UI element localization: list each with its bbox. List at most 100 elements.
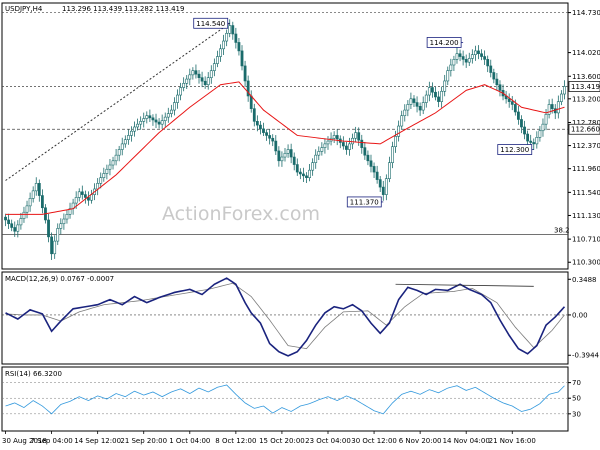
x-tick-label: 1 Oct 04:00	[169, 437, 210, 445]
candle	[480, 49, 483, 61]
rsi-panel	[1, 366, 569, 432]
macd-panel	[1, 271, 569, 365]
candle	[348, 137, 351, 156]
candle	[320, 142, 324, 156]
candle	[369, 154, 373, 173]
candle	[203, 76, 207, 89]
price-annotation: 112.300	[497, 144, 534, 155]
candle	[311, 158, 315, 176]
candle	[449, 58, 453, 77]
candle	[541, 118, 545, 137]
svg-text:111.370: 111.370	[350, 198, 379, 206]
candle	[237, 37, 241, 56]
candle	[360, 134, 364, 154]
candle	[111, 156, 115, 170]
candle	[467, 52, 471, 66]
candle	[443, 74, 447, 97]
x-tick-label: 8 Oct 12:00	[215, 437, 256, 445]
candle	[381, 180, 385, 201]
candle	[105, 164, 109, 180]
candle	[495, 72, 499, 91]
candle	[314, 149, 318, 169]
x-tick-label: 15 Oct 20:00	[259, 437, 305, 445]
candle	[265, 129, 268, 141]
x-tick-label: 14 Nov 04:00	[443, 437, 490, 445]
candle	[200, 71, 204, 88]
candle	[384, 174, 388, 201]
candle	[133, 121, 136, 137]
candle	[80, 185, 84, 200]
price-tick-label: 111.130	[572, 212, 600, 220]
candle	[335, 129, 339, 146]
level-price-label: 112.660	[571, 126, 600, 134]
candle	[31, 186, 35, 203]
candle	[372, 162, 376, 178]
candle	[191, 67, 195, 80]
svg-text:114.540: 114.540	[196, 20, 225, 28]
candle	[341, 136, 345, 150]
candle	[255, 115, 259, 132]
candle	[431, 82, 434, 98]
candle	[188, 68, 192, 86]
candle	[520, 115, 523, 134]
candle	[274, 135, 278, 155]
candle	[354, 126, 358, 142]
candle	[50, 232, 54, 260]
candle	[455, 47, 459, 64]
candle	[483, 50, 487, 65]
candle	[252, 103, 256, 127]
watermark: ActionForex.com	[162, 203, 320, 225]
candle	[366, 150, 370, 166]
macd-label: MACD(12,26,9) 0.0767 -0.0007	[5, 275, 114, 283]
candle	[259, 120, 262, 135]
candle	[185, 75, 189, 89]
candle	[409, 92, 413, 110]
candle	[434, 86, 437, 101]
candle	[492, 68, 496, 84]
candle	[151, 114, 155, 126]
candle	[209, 65, 213, 84]
x-tick-label: 14 Sep 12:00	[74, 437, 121, 445]
candle	[25, 200, 29, 219]
candle	[547, 99, 551, 119]
price-tick-label: 110.300	[572, 259, 600, 267]
candle	[532, 138, 536, 151]
candle	[262, 122, 265, 137]
candle	[559, 90, 563, 106]
candle	[406, 100, 410, 117]
x-tick-label: 30 Aug 2018	[2, 437, 47, 445]
candle	[28, 192, 32, 212]
candle	[400, 110, 404, 130]
candle	[68, 202, 72, 219]
candle	[378, 176, 382, 193]
candle	[437, 91, 440, 108]
rsi-tick-label: 50	[572, 395, 581, 403]
candle	[523, 120, 526, 140]
rsi-tick-label: 30	[572, 410, 581, 418]
candle	[446, 66, 450, 86]
candle	[219, 44, 222, 62]
candle	[169, 104, 173, 118]
price-annotation: 114.200	[426, 37, 464, 48]
candle	[526, 130, 530, 145]
candle	[246, 75, 250, 102]
candle	[83, 190, 87, 204]
candle	[424, 90, 428, 108]
candle	[163, 112, 167, 127]
candle	[59, 218, 63, 235]
x-tick-label: 21 Sep 20:00	[120, 437, 167, 445]
svg-text:114.200: 114.200	[430, 39, 459, 47]
dotted-trendline	[5, 22, 231, 181]
x-tick-label: 6 Nov 20:00	[399, 437, 442, 445]
macd-line	[5, 277, 566, 357]
candle	[298, 168, 302, 180]
candle	[271, 134, 275, 147]
price-tick-label: 112.780	[572, 119, 600, 127]
candle	[154, 113, 158, 129]
candle	[126, 129, 130, 145]
candle	[117, 145, 121, 162]
candle	[148, 109, 152, 122]
svg-text:112.300: 112.300	[500, 146, 529, 154]
candle	[173, 97, 176, 116]
candle	[363, 141, 367, 160]
